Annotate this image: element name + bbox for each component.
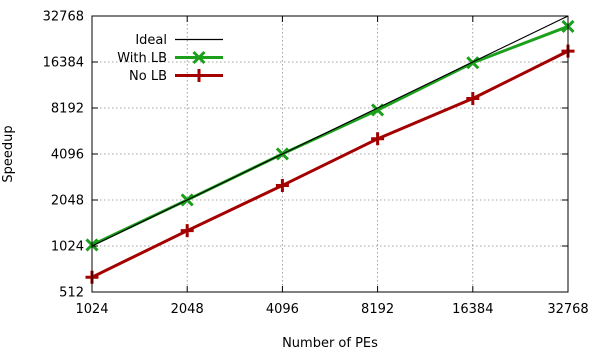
data-point-no-lb [466, 92, 480, 106]
y-tick-label: 2048 [51, 194, 84, 209]
x-axis-title: Number of PEs [282, 336, 378, 351]
x-tick-label: 1024 [75, 302, 108, 317]
legend-label-ideal: Ideal [135, 33, 167, 48]
series-line-ideal [91, 15, 569, 247]
data-point-no-lb [371, 132, 385, 146]
legend: Ideal With LB No LB [117, 33, 223, 84]
y-axis-title: Speedup [1, 125, 16, 182]
legend-marker-with-lb [192, 50, 206, 65]
data-point-no-lb [180, 224, 194, 238]
x-tick-label: 2048 [171, 302, 204, 317]
legend-marker-no-lb [192, 69, 206, 82]
axis-ticks: 1024 2048 4096 8192 16384 3276851210242048409… [43, 10, 589, 318]
series-ideal [91, 15, 569, 247]
y-tick-label: 4096 [51, 148, 84, 163]
data-point-with-lb [466, 56, 480, 70]
legend-label-no-lb: No LB [129, 69, 167, 84]
y-tick-label: 8192 [51, 102, 84, 117]
series-layer [85, 15, 575, 284]
y-tick-label: 512 [59, 286, 84, 301]
x-tick-label: 32768 [547, 302, 588, 317]
legend-label-with-lb: With LB [117, 51, 167, 66]
grid [92, 16, 568, 292]
y-tick-label: 16384 [43, 56, 84, 71]
x-tick-label: 16384 [452, 302, 493, 317]
y-tick-label: 32768 [43, 10, 84, 25]
data-point-no-lb [275, 178, 289, 192]
x-tick-label: 4096 [266, 302, 299, 317]
y-tick-label: 1024 [51, 240, 84, 255]
x-tick-label: 8192 [361, 302, 394, 317]
series-line-no-lb [91, 49, 569, 279]
